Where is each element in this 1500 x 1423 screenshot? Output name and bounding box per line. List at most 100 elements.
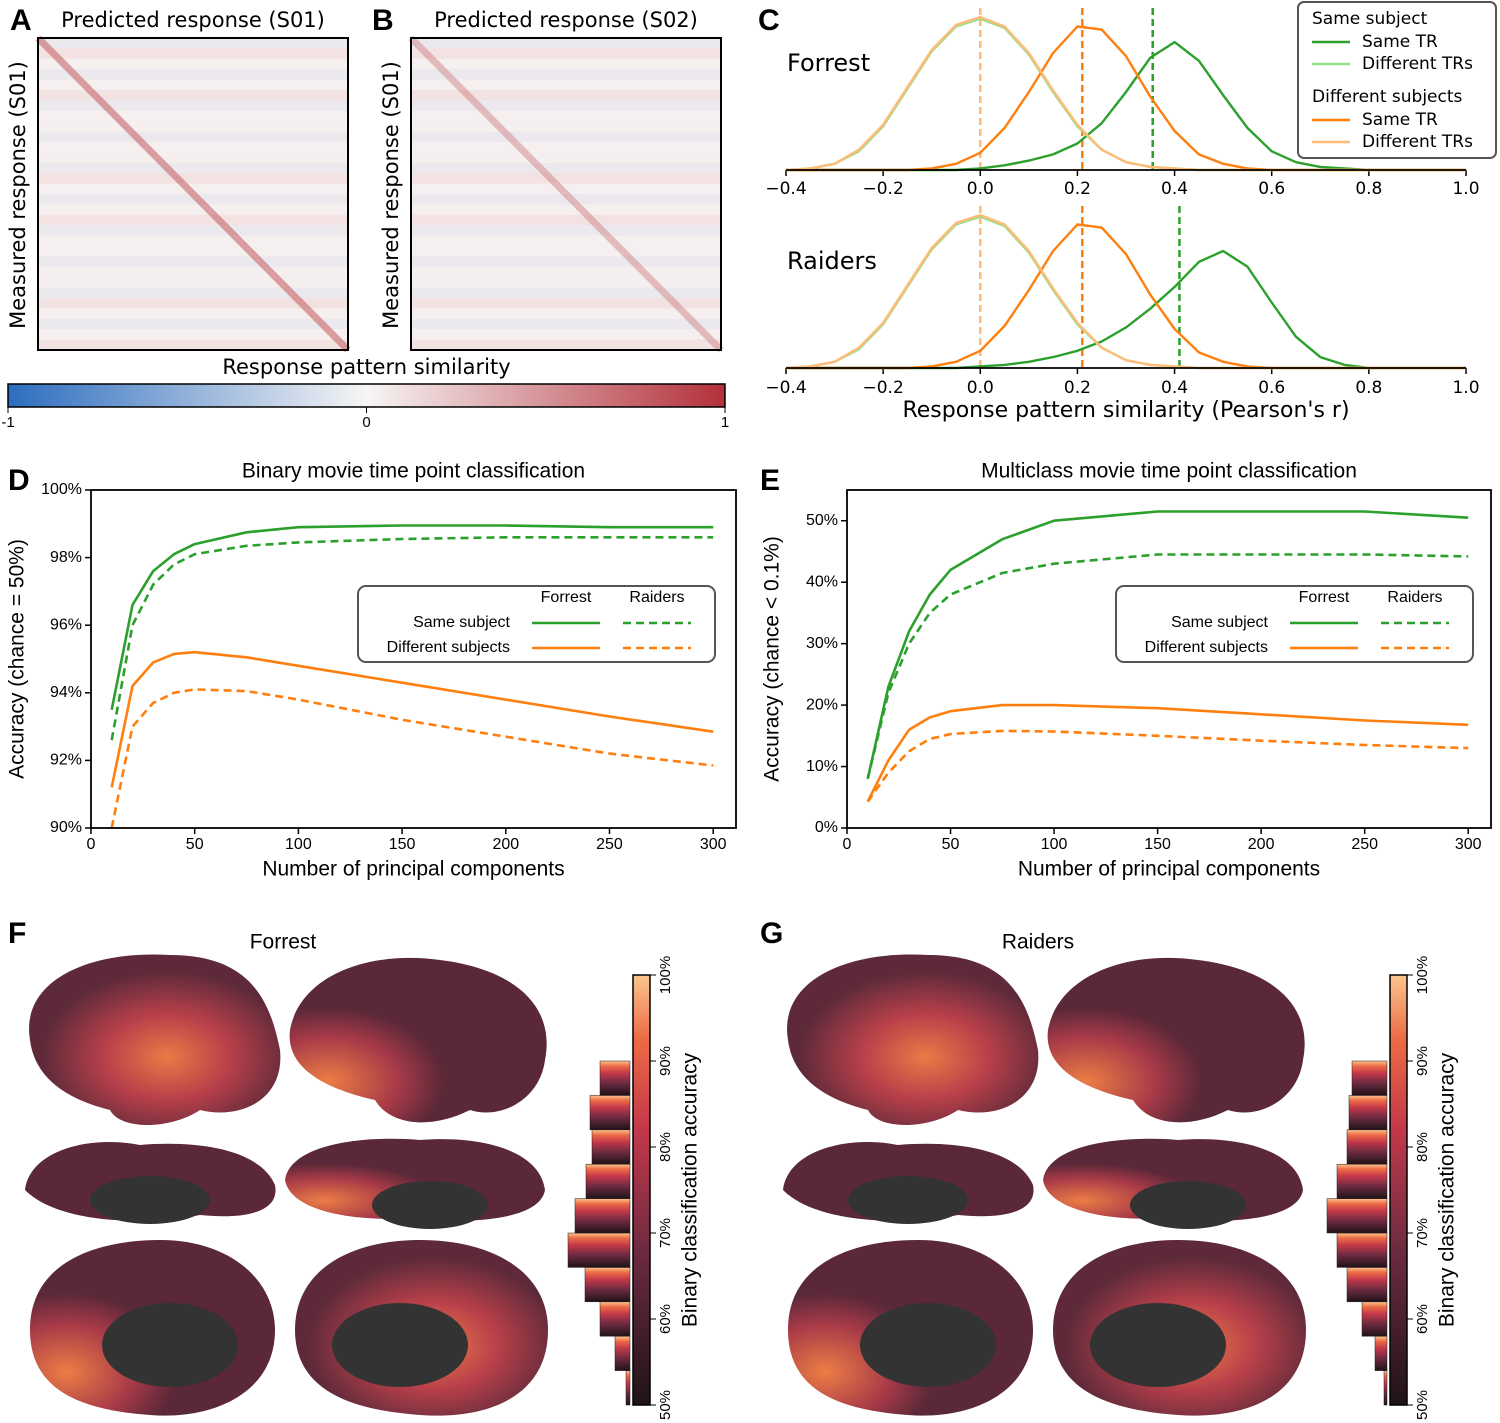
series-line: [110, 650, 714, 788]
colorbar-tick-label: 60%: [657, 1304, 674, 1334]
x-tick-label: 250: [1351, 836, 1378, 853]
legend-label: Same TR: [1362, 32, 1438, 52]
series-line: [866, 510, 1469, 780]
histogram-bar: [574, 1198, 631, 1234]
x-tick-label: 0.6: [1258, 179, 1285, 199]
x-tick-label: 1.0: [1452, 179, 1479, 199]
heatmap-row: [38, 277, 348, 288]
y-axis-label: Accuracy (chance < 0.1%): [761, 536, 784, 782]
heatmap: [408, 35, 724, 353]
colorbar: [632, 974, 651, 1406]
x-tick-label: 150: [389, 836, 416, 853]
histogram-bar: [591, 1129, 631, 1165]
panel-letter: D: [8, 464, 30, 497]
brain-lateral: [1047, 957, 1305, 1123]
legend-row: Different subjects: [387, 639, 510, 656]
x-tick-label: 0.2: [1064, 179, 1091, 199]
panel-letter: C: [758, 4, 780, 37]
x-tick-label: −0.2: [863, 378, 904, 398]
x-tick-label: 100: [1041, 836, 1068, 853]
x-tick-label: 0.8: [1355, 378, 1382, 398]
heatmap-row: [411, 58, 721, 70]
x-tick-label: −0.4: [765, 378, 806, 398]
x-tick-label: −0.4: [765, 179, 806, 199]
series-line: [786, 223, 1466, 370]
heatmap-diagonal: [408, 35, 724, 353]
histogram-bar: [1374, 1335, 1388, 1371]
legend-row: Different subjects: [1145, 639, 1268, 656]
heatmap-row: [411, 90, 721, 101]
brain-lateral: [787, 954, 1039, 1125]
colorbar: [1389, 974, 1408, 1406]
legend-group-title: Different subjects: [1312, 87, 1463, 107]
histogram-bar: [1346, 1267, 1388, 1303]
colorbar-tick-label: 80%: [1414, 1132, 1431, 1162]
series-line: [786, 249, 1466, 370]
x-tick-label: 50: [942, 836, 960, 853]
brain-view: [783, 954, 1306, 1416]
x-axis-label: Number of principal components: [1018, 858, 1320, 881]
brain-medial-dark: [1090, 1303, 1226, 1387]
legend-label: Different TRs: [1362, 54, 1473, 74]
colorbar-tick-label: 60%: [1414, 1304, 1431, 1334]
chart-title: Forrest: [787, 49, 870, 77]
x-tick-label: 0.6: [1258, 378, 1285, 398]
y-tick-label: 40%: [806, 573, 838, 590]
series-line: [866, 729, 1469, 803]
x-tick-label: 0: [87, 836, 96, 853]
heatmap-ylabel: Measured response (S01): [6, 61, 30, 329]
panel-letter: G: [760, 917, 783, 950]
colorbar-tick-label: 80%: [657, 1132, 674, 1162]
series-line: [110, 688, 714, 829]
colorbar-tick-label: 70%: [1414, 1218, 1431, 1248]
histogram-bar: [625, 1370, 631, 1406]
heatmap-row: [38, 48, 348, 59]
heatmap-row: [38, 173, 348, 184]
histogram-bar: [1383, 1370, 1388, 1406]
heatmap-row: [38, 90, 348, 101]
series-line: [785, 215, 1466, 370]
brain-ventral-dark: [1130, 1181, 1246, 1229]
heatmap-row: [411, 277, 721, 288]
colorbar-tick-label: 70%: [657, 1218, 674, 1248]
heatmap-row: [38, 79, 348, 90]
histogram-bar: [1361, 1301, 1388, 1337]
y-tick-label: 90%: [50, 819, 82, 836]
heatmap: [35, 35, 351, 353]
heatmap-row: [38, 100, 348, 111]
colorbar: [7, 383, 726, 408]
legend-column: Raiders: [629, 589, 684, 606]
heatmap-row: [38, 329, 348, 340]
colorbar-tick-label: 90%: [1414, 1046, 1431, 1076]
brain-ventral-dark: [90, 1176, 210, 1224]
x-tick-label: 300: [1455, 836, 1482, 853]
x-tick-label: 0.0: [967, 378, 994, 398]
y-tick-label: 100%: [41, 481, 82, 498]
colorbar-tick-label: 100%: [1414, 956, 1431, 994]
x-tick-label: −0.2: [863, 179, 904, 199]
heatmap-diagonal: [35, 35, 351, 353]
heatmap-row: [38, 69, 348, 80]
heatmap-row: [38, 38, 348, 49]
heatmap-row: [38, 152, 348, 163]
legend-column: Forrest: [1299, 589, 1350, 606]
histogram-bar: [584, 1267, 631, 1303]
brain-lateral: [289, 957, 547, 1123]
heatmap-row: [411, 225, 721, 236]
heatmap-row: [411, 48, 721, 59]
heatmap-row: [411, 38, 721, 49]
x-tick-label: 0.4: [1161, 378, 1188, 398]
x-tick-label: 250: [596, 836, 623, 853]
heatmap-row: [38, 298, 348, 309]
brain-lateral: [29, 954, 281, 1125]
brain-title: Forrest: [250, 931, 317, 954]
brain-medial-dark: [860, 1303, 996, 1387]
legend-row: Same subject: [1171, 614, 1268, 631]
colorbar-tick-label: 90%: [657, 1046, 674, 1076]
heatmap-row: [38, 162, 348, 174]
histogram-bar: [589, 1095, 631, 1131]
panel-letter: B: [372, 4, 394, 37]
x-tick-label: 200: [492, 836, 519, 853]
legend-row: Same subject: [413, 614, 510, 631]
